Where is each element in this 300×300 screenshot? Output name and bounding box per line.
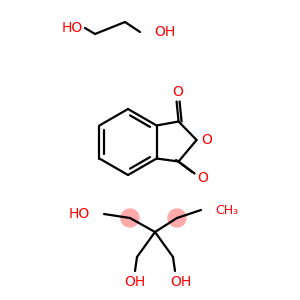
Text: O: O xyxy=(197,172,208,185)
Text: O: O xyxy=(201,133,212,147)
Text: HO: HO xyxy=(69,207,90,221)
Text: OH: OH xyxy=(124,275,146,289)
Circle shape xyxy=(168,209,186,227)
Text: O: O xyxy=(172,85,183,100)
Circle shape xyxy=(121,209,139,227)
Text: CH₃: CH₃ xyxy=(215,203,238,217)
Text: HO: HO xyxy=(62,21,83,35)
Text: OH: OH xyxy=(154,25,175,39)
Text: OH: OH xyxy=(170,275,192,289)
